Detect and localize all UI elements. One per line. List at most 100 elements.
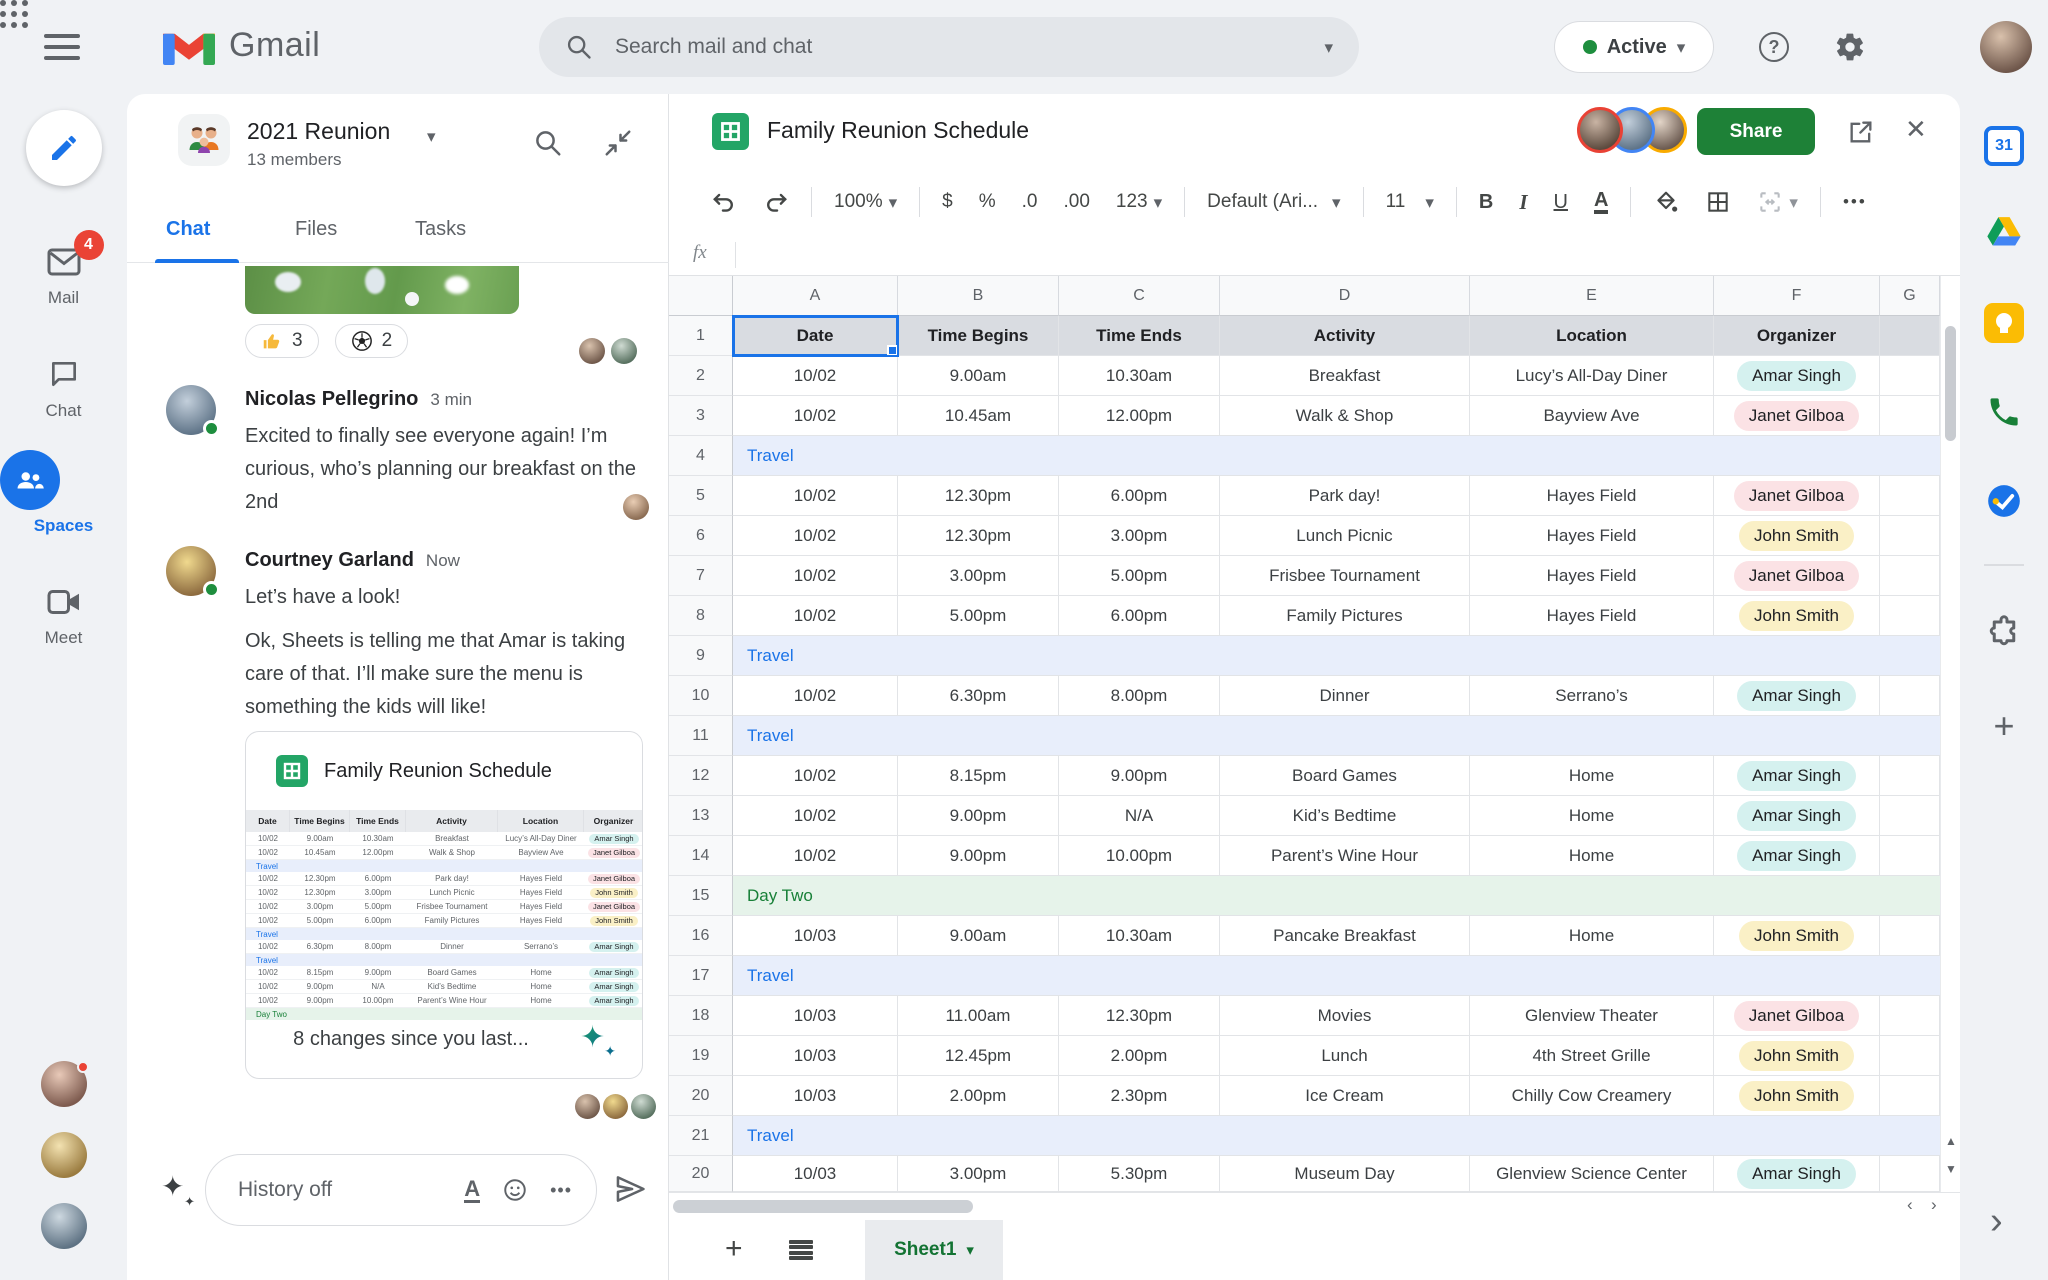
cell[interactable] (1880, 396, 1940, 436)
addons-puzzle-icon[interactable] (1984, 611, 2024, 651)
cell[interactable]: 10/02 (733, 356, 898, 396)
cell[interactable]: 10/02 (733, 796, 898, 836)
cell[interactable]: 10/02 (733, 596, 898, 636)
cell[interactable]: 6.00pm (1059, 476, 1220, 516)
row-number[interactable]: 6 (669, 516, 733, 556)
row-number[interactable]: 16 (669, 916, 733, 956)
cell[interactable] (1880, 516, 1940, 556)
cell[interactable]: 12.30pm (1059, 996, 1220, 1036)
collaborator-avatar[interactable] (1577, 107, 1623, 153)
cell[interactable]: 10/02 (733, 556, 898, 596)
horizontal-scroll-thumb[interactable] (673, 1200, 973, 1213)
cell[interactable]: 5.30pm (1059, 1156, 1220, 1192)
row-number[interactable]: 5 (669, 476, 733, 516)
cell[interactable]: Janet Gilboa (1714, 556, 1880, 596)
cell[interactable]: Amar Singh (1714, 756, 1880, 796)
row-number[interactable]: 4 (669, 436, 733, 476)
cell[interactable]: John Smith (1714, 516, 1880, 556)
cell[interactable]: 3.00pm (898, 556, 1059, 596)
scroll-up-icon[interactable]: ▲ (1945, 1134, 1957, 1148)
sidebar-item-spaces[interactable]: Spaces (0, 450, 127, 536)
column-header-G[interactable]: G (1880, 276, 1940, 316)
shared-photo-thumbnail[interactable] (245, 266, 519, 314)
cell[interactable]: Amar Singh (1714, 836, 1880, 876)
cell[interactable]: John Smith (1714, 916, 1880, 956)
cell[interactable]: Ice Cream (1220, 1076, 1470, 1116)
cell[interactable] (1880, 1076, 1940, 1116)
cell[interactable]: Amar Singh (1714, 356, 1880, 396)
cell[interactable] (1880, 1036, 1940, 1076)
cell[interactable] (1880, 676, 1940, 716)
add-sheet-icon[interactable]: + (725, 1232, 743, 1265)
header-cell[interactable]: Location (1470, 316, 1714, 356)
cell[interactable]: Park day! (1220, 476, 1470, 516)
cell[interactable]: Janet Gilboa (1714, 996, 1880, 1036)
redo-icon[interactable] (763, 189, 789, 215)
main-menu-icon[interactable] (42, 32, 82, 62)
cell[interactable]: Home (1470, 916, 1714, 956)
cell[interactable]: 9.00pm (898, 796, 1059, 836)
cell[interactable] (1880, 556, 1940, 596)
cell[interactable]: 9.00pm (1059, 756, 1220, 796)
sender-avatar[interactable] (166, 546, 220, 598)
cell[interactable]: Chilly Cow Creamery (1470, 1076, 1714, 1116)
column-header-E[interactable]: E (1470, 276, 1714, 316)
cell[interactable] (1880, 756, 1940, 796)
message-composer[interactable]: A ••• (205, 1154, 597, 1226)
cell[interactable]: Family Pictures (1220, 596, 1470, 636)
cell[interactable] (1880, 916, 1940, 956)
cell[interactable]: 8.15pm (898, 756, 1059, 796)
voice-phone-icon[interactable] (1984, 392, 2024, 432)
section-band-row[interactable]: Travel (733, 956, 1940, 996)
contact-avatar[interactable] (41, 1203, 87, 1249)
cell[interactable]: Glenview Theater (1470, 996, 1714, 1036)
vertical-scroll-thumb[interactable] (1945, 326, 1956, 441)
header-cell[interactable] (1880, 316, 1940, 356)
search-bar[interactable]: ▾ (539, 17, 1359, 77)
reaction-thumbs-up[interactable]: 3 (245, 324, 319, 358)
sidebar-item-mail[interactable]: 4 Mail (0, 230, 127, 308)
cell[interactable]: 10.45am (898, 396, 1059, 436)
row-number[interactable]: 2 (669, 356, 733, 396)
row-number[interactable]: 8 (669, 596, 733, 636)
get-addons-plus-icon[interactable]: + (1993, 705, 2015, 746)
tasks-icon[interactable] (1984, 481, 2024, 521)
status-selector[interactable]: Active ▾ (1554, 21, 1714, 73)
section-band-row[interactable]: Travel (733, 636, 1940, 676)
cell[interactable]: 4th Street Grille (1470, 1036, 1714, 1076)
cell[interactable] (1880, 796, 1940, 836)
reaction-soccer-ball[interactable]: 2 (334, 324, 409, 358)
cell[interactable]: 10/02 (733, 676, 898, 716)
cell[interactable]: 10/02 (733, 476, 898, 516)
collapse-panel-icon[interactable] (603, 128, 633, 158)
row-number[interactable]: 18 (669, 996, 733, 1036)
chat-search-icon[interactable] (533, 128, 563, 158)
cell[interactable] (1880, 356, 1940, 396)
zoom-selector[interactable]: 100% ▾ (834, 191, 898, 212)
row-number[interactable]: 20 (669, 1076, 733, 1116)
header-cell[interactable]: Time Ends (1059, 316, 1220, 356)
cell[interactable]: 10/03 (733, 916, 898, 956)
cell[interactable]: 2.00pm (1059, 1036, 1220, 1076)
cell[interactable]: 3.00pm (1059, 516, 1220, 556)
bold-icon[interactable]: B (1478, 190, 1494, 213)
cell[interactable]: 8.00pm (1059, 676, 1220, 716)
undo-icon[interactable] (711, 189, 737, 215)
header-cell[interactable]: Time Begins (898, 316, 1059, 356)
sheet-tab-sheet1[interactable]: Sheet1 ▾ (865, 1220, 1003, 1280)
row-number[interactable]: 14 (669, 836, 733, 876)
profile-avatar[interactable] (1980, 21, 2032, 73)
underline-icon[interactable]: U (1553, 190, 1568, 213)
cell[interactable]: 6.00pm (1059, 596, 1220, 636)
search-input[interactable] (615, 35, 1325, 59)
close-document-icon[interactable]: ✕ (1905, 114, 1927, 144)
row-number[interactable]: 10 (669, 676, 733, 716)
all-sheets-menu-icon[interactable] (787, 1236, 815, 1264)
cell[interactable]: Home (1470, 836, 1714, 876)
row-number[interactable]: 13 (669, 796, 733, 836)
cell[interactable]: N/A (1059, 796, 1220, 836)
cell[interactable]: Bayview Ave (1470, 396, 1714, 436)
number-format-selector[interactable]: 123 ▾ (1115, 191, 1163, 212)
expand-side-panel-icon[interactable]: › (1990, 1200, 2003, 1242)
scroll-left-icon[interactable]: ‹ (1907, 1195, 1913, 1214)
